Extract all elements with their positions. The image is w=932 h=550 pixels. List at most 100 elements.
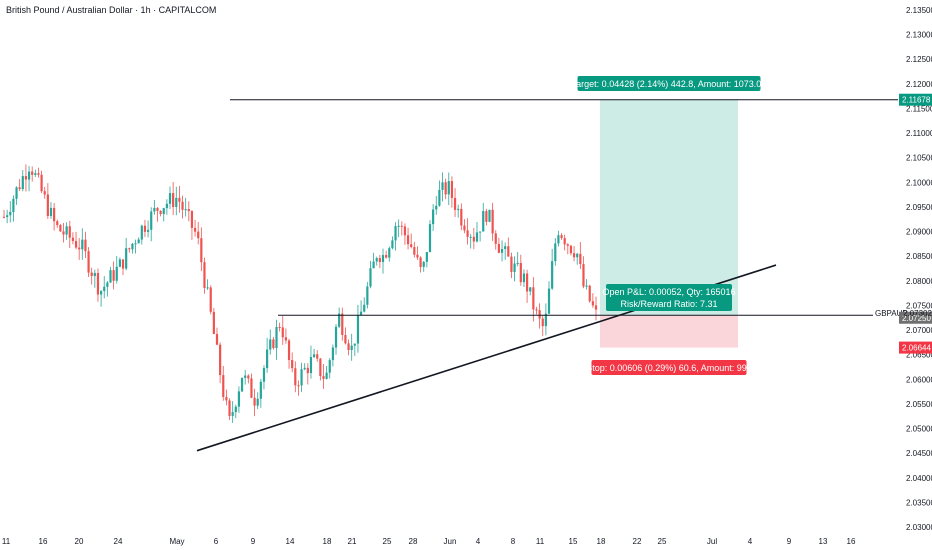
price-tick-label: 2.04500 [906,449,932,458]
current-price-tag-bg [899,311,932,324]
candle-body [284,337,288,341]
price-tick-label: 2.12000 [906,80,932,89]
candle-body [259,381,262,399]
candle-body [519,262,522,283]
position-zones [600,99,738,348]
candle-body [416,254,419,258]
candle-body [403,226,407,236]
candle-body [59,225,62,232]
price-tick-label: 2.13500 [906,6,932,15]
candle-body [287,340,291,361]
candle-body [463,225,466,231]
candle-body [316,354,319,359]
candle-body [419,257,422,267]
candle-body [240,377,244,392]
candle-body [150,211,153,230]
candle-body [460,208,463,226]
candle-body [27,171,31,180]
candle-body [569,245,573,254]
time-tick-label: 8 [511,537,516,546]
candle-body [68,226,71,238]
candle-body [491,209,494,234]
candle-body [200,238,203,263]
stop-price-tag: 2.06644 [902,344,931,353]
candle-body [168,193,172,204]
candle-series [2,164,598,423]
candle-body [125,248,128,269]
time-tick-label: 13 [819,537,828,546]
candle-body [162,208,165,215]
candle-body [319,358,322,377]
candle-body [488,209,491,222]
candle-body [572,253,576,258]
candle-body [43,191,46,195]
candle-body [74,240,78,248]
candle-body [394,226,397,241]
candle-body [375,258,378,262]
candle-body [331,347,334,361]
candle-body [275,327,278,348]
candle-body [425,252,428,262]
target-zone [600,99,738,316]
time-axis[interactable]: 11 16 20 24 May 6 9 14 18 21 25 28 Jun 4 8 11 15 18 22 25 Ju… [2,537,856,546]
price-tick-label: 2.09000 [906,228,932,237]
candle-body [49,207,53,216]
chart-title: British Pound / Australian Dollar · 1h ·… [6,5,217,15]
candle-body [381,255,385,263]
candle-body [40,174,43,192]
candle-body [266,349,269,369]
price-tick-label: 2.06500 [906,351,932,360]
price-tick-label: 2.04000 [906,474,932,483]
time-tick-label: 18 [597,537,606,546]
time-tick-label: May [169,537,184,546]
candle-body [62,231,65,235]
candle-body [178,197,181,202]
candle-body [93,272,96,277]
candle-body [582,264,585,287]
candle-body [21,176,24,190]
candle-body [591,301,594,306]
candle-body [397,225,400,227]
position-labels: Target: 0.04428 (2.14%) 442.8, Amount: 1… [572,76,766,375]
candle-body [303,367,306,370]
candle-body [312,354,316,358]
price-axis[interactable]: 2.13500 2.13000 2.12500 2.12000 2.11500 2.110… [899,6,932,532]
candle-body [78,247,81,250]
candle-body [497,243,500,253]
target-price-tag: 2.11678 [902,96,931,105]
candle-body [15,187,18,199]
candle-body [541,318,544,327]
candle-body [469,236,472,238]
candle-body [187,209,190,212]
candle-body [438,189,441,206]
candle-body [297,385,300,387]
candle-body [359,311,363,316]
price-tick-label: 2.07500 [906,301,932,310]
candle-body [172,193,175,207]
price-tick-label: 2.10500 [906,154,932,163]
candle-body [494,233,497,244]
candle-body [106,282,109,287]
candle-body [334,326,338,348]
candle-body [212,311,215,334]
time-tick-label: 4 [476,537,481,546]
candle-body [272,339,275,348]
candle-body [300,369,303,386]
candle-body [391,240,394,249]
candle-body [428,224,432,253]
price-tick-label: 2.06000 [906,375,932,384]
candle-body [560,235,563,239]
candle-body [37,173,40,175]
candle-body [363,304,366,312]
time-tick-label: 15 [569,537,578,546]
current-price-tag: 2.07250 [902,314,931,323]
time-tick-label: 21 [348,537,357,546]
time-tick-label: 9 [251,537,256,546]
candle-body [121,259,125,269]
candle-body [551,261,554,289]
time-tick-label: 16 [39,537,48,546]
price-tick-label: 2.05500 [906,400,932,409]
candle-body [563,238,566,245]
candle-body [544,313,547,327]
